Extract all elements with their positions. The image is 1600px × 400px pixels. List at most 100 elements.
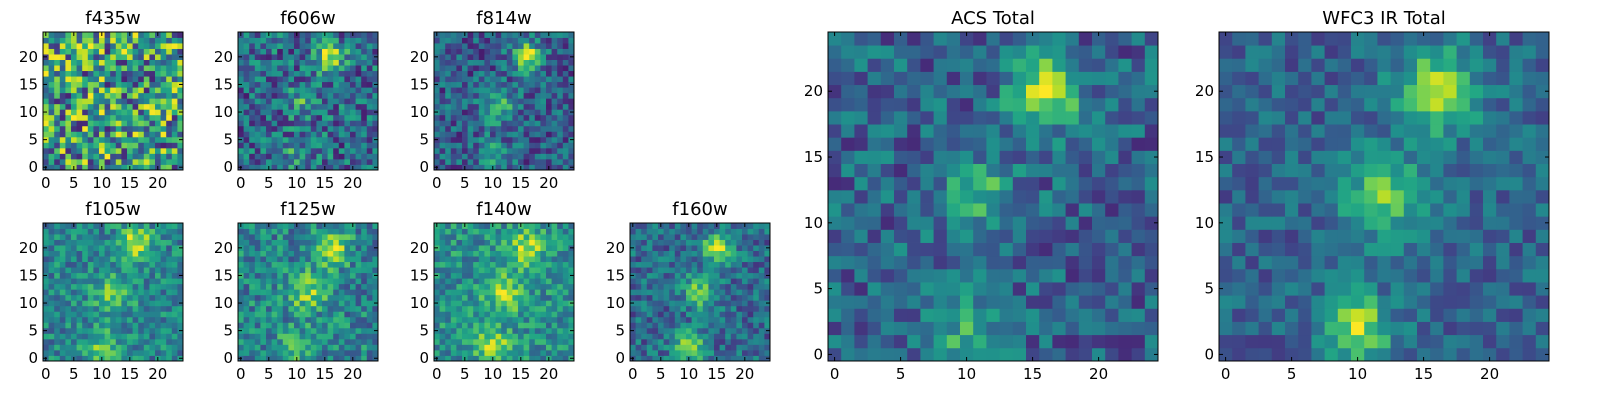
- heatmap-cell: [82, 239, 89, 246]
- heatmap-cell: [177, 256, 184, 263]
- heatmap-cell: [149, 32, 156, 38]
- heatmap-cell: [680, 223, 687, 229]
- heatmap-cell: [854, 282, 868, 296]
- heatmap-cell: [568, 153, 575, 160]
- heatmap-cell: [534, 228, 541, 235]
- heatmap-cell: [372, 120, 379, 127]
- heatmap-cell: [714, 300, 720, 307]
- heatmap-cell: [518, 245, 524, 251]
- heatmap-cell: [1105, 334, 1119, 349]
- heatmap-cell: [506, 245, 513, 251]
- heatmap-cell: [867, 255, 882, 270]
- heatmap-cell: [310, 327, 317, 334]
- heatmap-cell: [355, 103, 362, 110]
- heatmap-cell: [669, 289, 676, 296]
- heatmap-cell: [127, 54, 133, 60]
- heatmap-cell: [635, 289, 642, 296]
- heatmap-cell: [719, 300, 726, 307]
- heatmap-cell: [501, 278, 508, 285]
- heatmap-cell: [708, 272, 715, 279]
- heatmap-cell: [87, 223, 94, 229]
- heatmap-cell: [467, 158, 474, 165]
- heatmap-cell: [933, 282, 948, 296]
- heatmap-cell: [764, 349, 771, 356]
- heatmap-cell: [338, 228, 345, 235]
- heatmap-cell: [316, 153, 323, 160]
- heatmap-cell: [59, 267, 66, 274]
- heatmap-cell: [93, 54, 100, 60]
- heatmap-cell: [473, 256, 480, 263]
- heatmap-cell: [1131, 295, 1146, 309]
- heatmap-cell: [322, 98, 328, 105]
- heatmap-cell: [462, 349, 468, 356]
- heatmap-cell: [110, 333, 117, 340]
- heatmap-cell: [361, 48, 368, 55]
- heatmap-cell: [310, 59, 317, 66]
- heatmap-cell: [138, 164, 145, 171]
- heatmap-cell: [501, 32, 508, 38]
- heatmap-cell: [288, 289, 295, 296]
- heatmap-cell: [828, 347, 842, 362]
- heatmap-cell: [271, 228, 278, 235]
- heatmap-cell: [495, 153, 502, 160]
- heatmap-cell: [641, 283, 648, 290]
- heatmap-cell: [243, 267, 250, 274]
- heatmap-cell: [149, 355, 156, 362]
- heatmap-cell: [171, 250, 178, 257]
- heatmap-cell: [663, 234, 670, 240]
- heatmap-cell: [249, 300, 256, 307]
- heatmap-cell: [1039, 203, 1053, 217]
- heatmap-cell: [501, 349, 508, 356]
- heatmap-cell: [540, 316, 547, 323]
- heatmap-cell: [143, 98, 150, 105]
- heatmap-cell: [467, 283, 474, 290]
- heatmap-cell: [1039, 229, 1053, 243]
- heatmap-cell: [753, 261, 760, 268]
- heatmap-cell: [243, 147, 250, 154]
- heatmap-cell: [366, 261, 373, 268]
- heatmap-cell: [646, 305, 653, 312]
- heatmap-cell: [87, 59, 94, 66]
- heatmap-cell: [562, 338, 569, 345]
- heatmap-cell: [439, 333, 446, 340]
- heatmap-cell: [641, 261, 648, 268]
- heatmap-cell: [635, 228, 642, 235]
- heatmap-cell: [99, 289, 105, 296]
- heatmap-cell: [462, 327, 468, 334]
- heatmap-cell: [155, 76, 161, 83]
- heatmap-cell: [894, 255, 908, 270]
- heatmap-cell: [93, 267, 100, 274]
- heatmap-cell: [48, 289, 55, 296]
- heatmap-cell: [121, 164, 128, 171]
- heatmap-cell: [523, 147, 530, 154]
- heatmap-cell: [104, 344, 111, 351]
- heatmap-cell: [841, 308, 855, 322]
- heatmap-cell: [1065, 216, 1080, 230]
- heatmap-cell: [986, 308, 1000, 322]
- heatmap-cell: [867, 321, 882, 336]
- heatmap-cell: [529, 338, 536, 345]
- heatmap-cell: [630, 338, 636, 345]
- heatmap-cell: [512, 136, 519, 143]
- heatmap-cell: [327, 256, 334, 263]
- heatmap-cell: [71, 81, 77, 88]
- heatmap-cell: [277, 136, 284, 143]
- heatmap-cell: [674, 327, 681, 334]
- heatmap-cell: [730, 278, 737, 285]
- heatmap-cell: [65, 234, 72, 240]
- heatmap-cell: [288, 48, 295, 55]
- heatmap-cell: [132, 37, 139, 44]
- heatmap-cell: [115, 87, 122, 94]
- heatmap-cell: [76, 294, 83, 301]
- heatmap-cell: [266, 234, 272, 240]
- heatmap-cell: [450, 245, 457, 251]
- heatmap-cell: [1118, 282, 1132, 296]
- heatmap-cell: [372, 223, 379, 229]
- heatmap-cell: [110, 300, 117, 307]
- heatmap-cell: [238, 278, 244, 285]
- heatmap-cell: [490, 131, 496, 138]
- heatmap-cell: [456, 239, 463, 246]
- heatmap-cell: [277, 305, 284, 312]
- heatmap-cell: [138, 153, 145, 160]
- heatmap-cell: [310, 272, 317, 279]
